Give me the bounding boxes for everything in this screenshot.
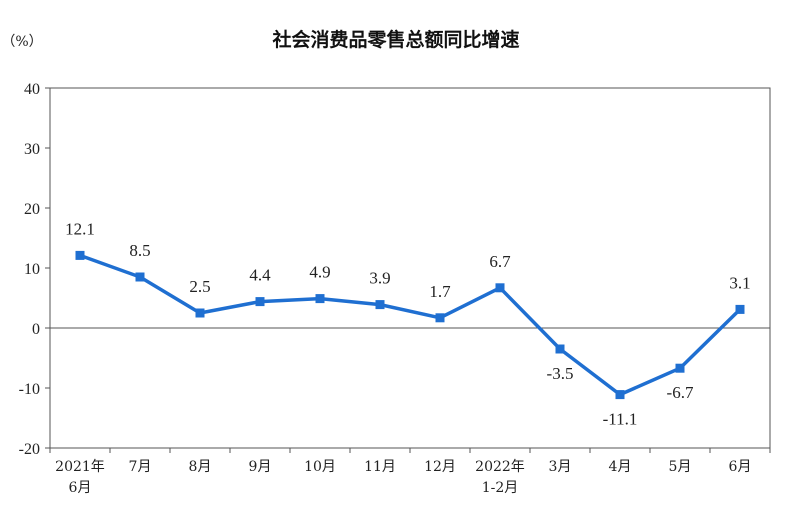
data-point — [75, 250, 85, 260]
x-tick-label: 6月 — [729, 459, 752, 475]
y-tick-label: 30 — [24, 141, 40, 158]
x-tick-label: 12月 — [424, 459, 456, 475]
y-tick-label: -10 — [19, 381, 40, 398]
data-label: 3.9 — [369, 269, 390, 288]
x-tick-label: 3月 — [549, 459, 572, 475]
data-point — [435, 313, 445, 323]
data-label: 12.1 — [65, 219, 95, 238]
x-tick-label: 7月 — [129, 459, 152, 475]
x-tick-label: 8月 — [189, 459, 212, 475]
x-tick-label: 2022年 — [475, 459, 525, 475]
y-tick-label: 20 — [24, 201, 40, 218]
x-axis: 2021年 6月 7月 8月 9月 10月 11月 12月 2022年 1-2月 3月 4月 5月 6月 — [49, 448, 771, 496]
y-axis: -20 -10 0 10 20 30 40 — [19, 81, 770, 458]
series-line — [79, 253, 742, 397]
y-tick-label: 10 — [24, 261, 40, 278]
unit-label: （%） — [1, 34, 42, 50]
data-point — [555, 344, 565, 354]
data-label: 6.7 — [489, 252, 511, 271]
chart-title: 社会消费品零售总额同比增速 — [271, 28, 519, 51]
data-label: 8.5 — [129, 241, 150, 260]
x-tick-label: 1-2月 — [482, 480, 519, 496]
data-point — [735, 304, 745, 314]
data-point — [255, 297, 265, 307]
plot-frame — [49, 87, 771, 449]
x-tick-label: 6月 — [69, 480, 92, 496]
data-point — [615, 390, 625, 400]
y-tick-label: 0 — [32, 321, 40, 338]
data-label: -11.1 — [603, 410, 638, 429]
x-tick-label: 9月 — [249, 459, 272, 475]
data-label: 3.1 — [729, 273, 750, 292]
data-label-layer: 12.1 8.5 2.5 4.4 4.9 3.9 1.7 6.7 -3.5 -11.1 -6.7 3.… — [65, 219, 751, 428]
x-tick-label: 5月 — [669, 459, 692, 475]
data-point — [375, 300, 385, 310]
data-label: 4.4 — [249, 266, 271, 285]
data-label: -6.7 — [667, 383, 694, 402]
x-tick-label: 2021年 — [55, 459, 105, 475]
data-label: 1.7 — [429, 282, 451, 301]
data-label: -3.5 — [547, 364, 574, 383]
y-tick-label: 40 — [24, 81, 40, 98]
data-point — [135, 272, 145, 282]
y-tick-label: -20 — [19, 441, 40, 458]
data-label: 4.9 — [309, 263, 330, 282]
data-point — [675, 363, 685, 373]
data-label: 2.5 — [189, 277, 210, 296]
data-point — [495, 283, 505, 293]
series-layer — [75, 250, 745, 400]
data-point — [315, 294, 325, 304]
x-tick-label: 10月 — [304, 459, 336, 475]
x-tick-label: 11月 — [364, 459, 396, 475]
x-tick-label: 4月 — [609, 459, 632, 475]
data-point — [195, 308, 205, 318]
